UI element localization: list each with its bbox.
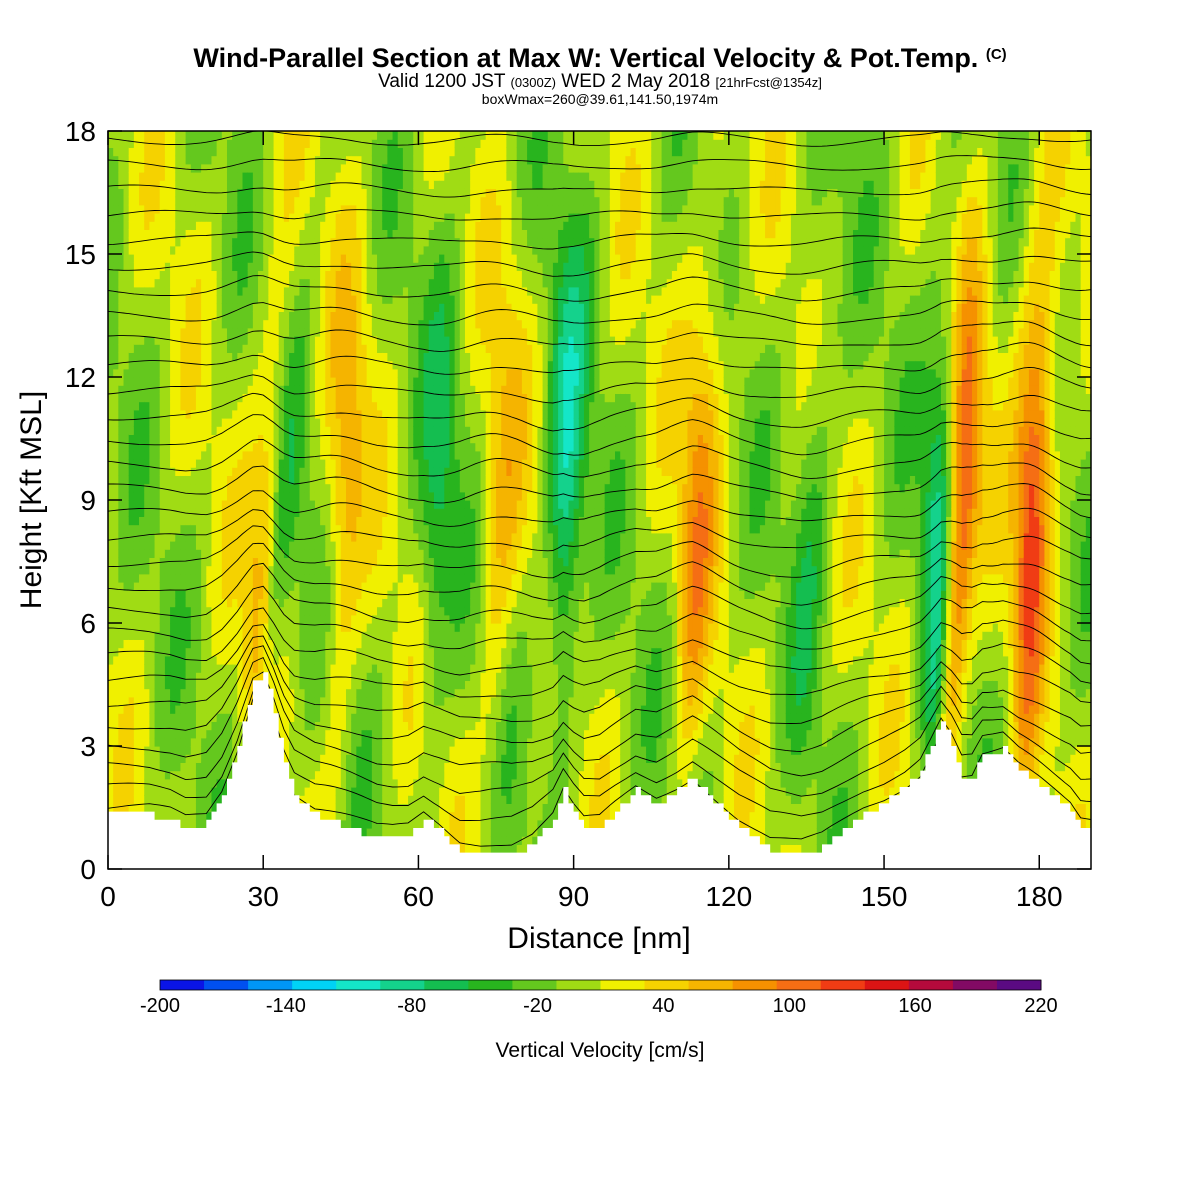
y-tick-label: 9 xyxy=(80,485,96,516)
y-tick-label: 0 xyxy=(80,854,96,885)
cross-section-plot: 0 30 60 90 120 150 180 0 3 6 9 12 15 18 Distance [nm… xyxy=(0,0,1200,1200)
x-tick-label: 150 xyxy=(861,881,908,912)
x-tick-label: 180 xyxy=(1016,881,1063,912)
y-axis-label: Height [Kft MSL] xyxy=(15,391,48,609)
x-tick-label: 120 xyxy=(705,881,752,912)
x-tick-label: 0 xyxy=(100,881,116,912)
x-tick-label: 30 xyxy=(248,881,279,912)
y-tick-label: 12 xyxy=(65,362,96,393)
x-tick-label: 90 xyxy=(558,881,589,912)
x-axis-label: Distance [nm] xyxy=(507,922,690,955)
y-tick-label: 15 xyxy=(65,239,96,270)
x-tick-label: 60 xyxy=(403,881,434,912)
y-tick-label: 3 xyxy=(80,731,96,762)
y-tick-label: 18 xyxy=(65,116,96,147)
y-tick-label: 6 xyxy=(80,608,96,639)
